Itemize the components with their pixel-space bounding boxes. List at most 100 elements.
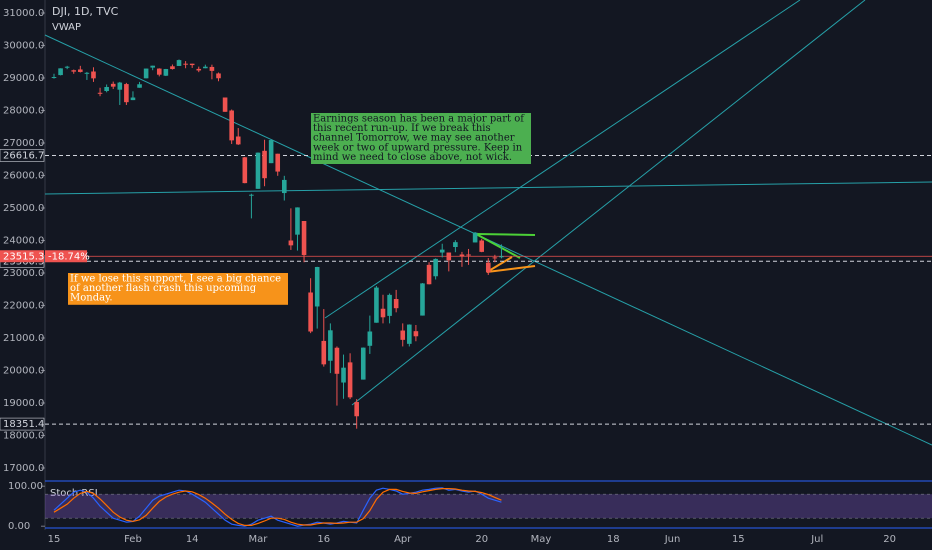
candle-body xyxy=(64,66,70,68)
candle-body xyxy=(262,150,267,179)
y-tick-label: 20000.0 xyxy=(3,366,44,377)
candle-body xyxy=(216,73,221,79)
change-label: -18.74% xyxy=(48,251,90,262)
candle-body xyxy=(374,287,379,323)
y-tick-label: 29000.0 xyxy=(3,73,44,84)
candle-body xyxy=(360,347,366,380)
candle-body xyxy=(143,68,149,79)
level-label: 18351.4 xyxy=(3,419,44,430)
candle-body xyxy=(459,254,465,257)
candle-body xyxy=(321,340,327,365)
stoch-line xyxy=(53,487,502,527)
candle-body xyxy=(189,63,195,66)
annotation-text: If we lose this support, I see a big cha… xyxy=(70,274,281,285)
candle-body xyxy=(51,77,57,79)
chart-title: DJI, 1D, TVC xyxy=(52,5,119,18)
y-tick-label: 18000.0 xyxy=(3,431,44,442)
candle-body xyxy=(117,82,123,90)
candle-body xyxy=(71,70,77,72)
annotation-text: channel Tomorrow, we may see another xyxy=(313,133,515,144)
candle-body xyxy=(334,347,340,374)
annotation-text: this recent run-up. If we break this xyxy=(313,123,491,134)
change-box xyxy=(45,250,87,263)
y-tick-label: 26000.0 xyxy=(3,171,44,182)
candle-body xyxy=(176,60,182,66)
candle-body xyxy=(137,84,142,88)
annotation-box xyxy=(311,113,531,164)
y-tick-label: 25000.0 xyxy=(3,203,44,214)
candle-body xyxy=(492,257,498,259)
y-tick-label: 31000.0 xyxy=(3,8,44,19)
candle-body xyxy=(203,66,208,69)
candle-body xyxy=(110,83,116,87)
candle-body xyxy=(78,69,83,72)
x-tick-label: Jun xyxy=(664,534,681,545)
candle-body xyxy=(472,232,478,243)
candle-body xyxy=(295,207,300,235)
x-tick-label: 20 xyxy=(883,534,896,545)
trendline xyxy=(324,0,801,319)
candle-body xyxy=(380,308,386,318)
y-tick-label: 100.00 xyxy=(8,481,43,492)
candle-body xyxy=(354,402,359,417)
candle-body xyxy=(196,68,202,71)
trendline xyxy=(44,181,932,195)
candle-body xyxy=(156,68,162,75)
candle-body xyxy=(466,254,471,256)
annotation-text: week or two of upward pressure. Keep in xyxy=(313,142,523,153)
candle-body xyxy=(268,140,274,164)
candle-body xyxy=(282,179,287,194)
candle-body xyxy=(433,258,438,277)
candle-body xyxy=(222,97,228,112)
candle-body xyxy=(275,153,281,172)
x-tick-label: 15 xyxy=(732,534,745,545)
candle-body xyxy=(170,66,175,70)
candle-body xyxy=(209,66,215,71)
y-tick-label: 17000.0 xyxy=(3,463,44,474)
candle-body xyxy=(341,367,346,383)
level-label-box xyxy=(0,417,45,431)
candle-body xyxy=(255,152,261,189)
candle-body xyxy=(328,330,333,361)
candle-body xyxy=(420,283,425,316)
candle-body xyxy=(387,294,392,316)
last-price-label: 23515.3 xyxy=(3,251,44,262)
trendline xyxy=(475,233,521,259)
level-label: 26616.7 xyxy=(3,150,44,161)
x-tick-label: Apr xyxy=(394,534,412,545)
candle-body xyxy=(235,136,241,145)
y-tick-label: 28000.0 xyxy=(3,106,44,117)
y-tick-label: 19000.0 xyxy=(3,398,44,409)
candle-body xyxy=(499,256,504,258)
candle-body xyxy=(150,65,155,68)
x-tick-label: 14 xyxy=(186,534,199,545)
candle-body xyxy=(314,266,320,307)
candle-body xyxy=(242,157,248,184)
trendlines xyxy=(44,0,932,446)
y-tick-label: 0.00 xyxy=(8,521,30,532)
candle-body xyxy=(439,249,445,253)
candle-body xyxy=(124,84,129,103)
candle-body xyxy=(163,69,169,76)
annotation-box xyxy=(68,273,288,305)
y-tick-label: 21000.0 xyxy=(3,333,44,344)
stoch-title: Stoch RSI xyxy=(50,488,98,499)
candle-body xyxy=(249,194,254,196)
x-tick-label: Feb xyxy=(124,534,142,545)
candle-body xyxy=(301,221,307,256)
candle-body xyxy=(367,331,373,346)
x-tick-label: Jul xyxy=(810,534,823,545)
x-tick-label: May xyxy=(531,534,552,545)
candle-body xyxy=(426,264,432,285)
candle-body xyxy=(130,97,136,101)
x-tick-label: 15 xyxy=(48,534,61,545)
y-tick-label: 27000.0 xyxy=(3,138,44,149)
stoch-line xyxy=(53,488,502,526)
candle-body xyxy=(453,242,458,247)
candle-body xyxy=(485,262,491,273)
candle-body xyxy=(229,110,234,141)
y-tick-label: 24000.0 xyxy=(3,236,44,247)
candle-body xyxy=(97,92,103,94)
y-tick-label: 30000.0 xyxy=(3,41,44,52)
x-tick-label: 18 xyxy=(607,534,620,545)
